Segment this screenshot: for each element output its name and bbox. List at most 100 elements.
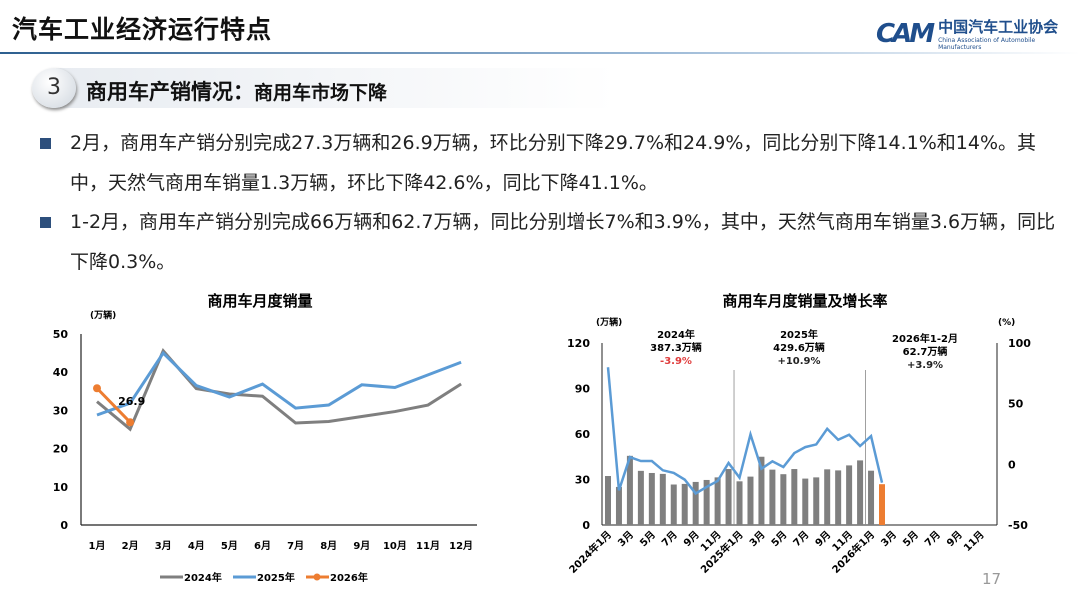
logo-name-en: China Association of Automobile Manufact…	[938, 37, 1036, 51]
x-tick-label: 5月	[901, 529, 921, 549]
monthly-sales-line-chart: 商用车月度销量 (万辆) 0 10 20 30 40 50 1月 2月 3月 4月 5月 6月 7月 8月 9月…	[53, 292, 477, 584]
cam-logo-icon: CAM	[876, 18, 935, 49]
left-tick-label: 0	[582, 519, 590, 532]
sales-bar	[835, 470, 842, 525]
left-axis-unit-label: (万辆)	[596, 316, 622, 328]
sales-bar	[824, 469, 831, 525]
left-tick-label: 120	[567, 337, 590, 350]
series-line-2026年	[95, 387, 132, 424]
annotation-change: +10.9%	[777, 356, 820, 367]
chart-title: 商用车月度销量及增长率	[722, 292, 887, 310]
x-tick-label: 4月	[188, 540, 205, 552]
sales-bar	[802, 478, 809, 525]
page-title: 汽车工业经济运行特点	[12, 15, 273, 44]
bullet-list: 2月，商用车产销分别完成27.3万辆和26.9万辆，环比分别下降29.7%和24…	[38, 124, 1058, 282]
sales-bar	[736, 481, 743, 525]
x-tick-label: 2月	[122, 540, 139, 552]
sales-bar	[659, 473, 666, 525]
x-tick-label: 7月	[791, 529, 811, 549]
x-tick-label: 3月	[155, 540, 172, 552]
annotation-change: +3.9%	[907, 360, 943, 371]
x-tick-label: 11月	[416, 540, 440, 552]
sales-bar	[857, 460, 864, 525]
sales-bar	[626, 455, 633, 525]
sales-bar	[681, 483, 688, 525]
sales-bar	[791, 469, 798, 525]
sales-bar	[637, 470, 644, 525]
x-tick-label: 3月	[879, 529, 899, 549]
data-point	[93, 384, 101, 393]
data-label: 26.9	[118, 395, 145, 408]
right-tick-label: 100	[1008, 337, 1031, 350]
x-tick-label: 5月	[637, 529, 657, 549]
series-line-2024年	[96, 348, 462, 432]
chart-title: 商用车月度销量	[207, 292, 312, 310]
sales-bar	[615, 486, 622, 525]
sales-bar	[868, 470, 875, 525]
x-tick-label: 3月	[616, 529, 636, 549]
section-title-main: 商用车产销情况：	[86, 80, 254, 104]
sales-bar	[648, 472, 655, 525]
legend-label: 2025年	[257, 571, 295, 584]
logo: CAM 中国汽车工业协会 China Association of Automo…	[876, 16, 1080, 51]
sales-bar	[769, 469, 776, 525]
sales-bar	[747, 476, 754, 525]
bullet-item: 2月，商用车产销分别完成27.3万辆和26.9万辆，环比分别下降29.7%和24…	[38, 124, 1058, 203]
x-tick-label: 11月	[961, 529, 986, 554]
legend-label: 2024年	[184, 571, 222, 584]
x-tick-label: 9月	[353, 540, 370, 552]
legend-label: 2026年	[330, 571, 368, 584]
page-number: 17	[982, 570, 1002, 588]
x-tick-label: 6月	[254, 540, 271, 552]
monthly-sales-growth-chart: 商用车月度销量及增长率 (万辆) (%) 0 30 60 90 120 -50 0 50 100 202…	[566, 292, 1031, 576]
x-tick-label: 8月	[320, 540, 337, 552]
bullet-text: 1-2月，商用车产销分别完成66万辆和62.7万辆，同比分别增长7%和3.9%，…	[70, 211, 1056, 273]
data-point	[126, 418, 135, 427]
y-axis-unit-label: (万辆)	[90, 309, 116, 321]
x-tick-label: 7月	[287, 540, 304, 552]
bullet-text: 2月，商用车产销分别完成27.3万辆和26.9万辆，环比分别下降29.7%和24…	[70, 132, 1037, 194]
right-axis-unit-label: (%)	[998, 318, 1015, 328]
sales-bar	[692, 481, 699, 525]
sales-bar	[670, 484, 677, 525]
right-tick-label: 50	[1008, 398, 1024, 411]
sales-bar	[725, 469, 732, 525]
x-tick-label: 7月	[922, 529, 942, 549]
right-tick-label: 0	[1008, 458, 1016, 471]
header-divider	[0, 52, 1080, 54]
right-tick-label: -50	[1008, 519, 1028, 532]
annotation-text: 2026年1-2月	[892, 332, 958, 345]
sales-bar	[703, 479, 710, 525]
x-tick-label: 5月	[221, 540, 238, 552]
x-tick-label: 10月	[383, 540, 407, 552]
bullet-item: 1-2月，商用车产销分别完成66万辆和62.7万辆，同比分别增长7%和3.9%，…	[38, 203, 1058, 282]
sales-bar	[758, 456, 765, 525]
sales-bar	[846, 465, 853, 525]
left-tick-label: 90	[575, 383, 591, 396]
x-tick-label: 2024年1月	[566, 528, 614, 576]
series-line-2025年	[96, 350, 462, 417]
sales-bar	[813, 477, 820, 525]
y-tick-label: 10	[53, 481, 69, 494]
sales-bar	[879, 484, 885, 525]
annotation-text: 62.7万辆	[903, 345, 948, 358]
growth-rate-line	[606, 367, 884, 496]
x-tick-label: 7月	[659, 529, 679, 549]
annotation-text: 2025年	[780, 328, 818, 341]
legend-marker	[313, 573, 321, 581]
sales-bar	[605, 476, 611, 525]
logo-name-cn: 中国汽车工业协会	[938, 18, 1059, 36]
annotation-change: -3.9%	[660, 356, 692, 367]
annotation-text: 387.3万辆	[650, 341, 702, 354]
y-tick-label: 0	[60, 519, 68, 532]
annotation-text: 2024年	[657, 328, 695, 341]
section-title: 商用车产销情况：商用车市场下降	[86, 76, 387, 106]
annotation-text: 429.6万辆	[773, 341, 825, 354]
y-tick-label: 40	[53, 366, 69, 379]
bullet-square-icon	[40, 217, 51, 228]
y-tick-label: 30	[53, 404, 69, 417]
x-tick-label: 12月	[449, 540, 473, 552]
y-tick-label: 50	[53, 328, 69, 341]
y-tick-label: 20	[53, 443, 69, 456]
x-tick-label: 5月	[769, 529, 789, 549]
